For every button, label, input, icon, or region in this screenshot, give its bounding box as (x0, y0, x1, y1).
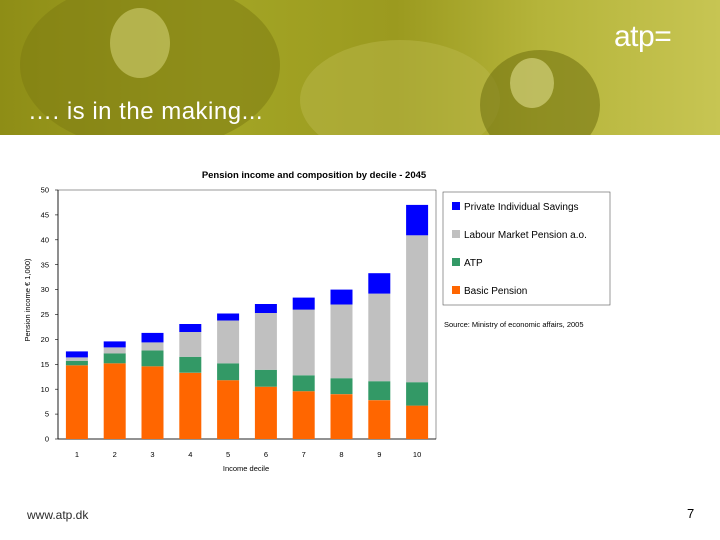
bar-segment (141, 366, 164, 439)
bar-segment (330, 304, 353, 379)
y-axis: 0 5 10 15 20 25 30 35 40 45 50 (41, 186, 58, 444)
bar-segment (217, 363, 240, 381)
bar-segment (330, 378, 353, 395)
x-tick-label: 2 (113, 450, 117, 459)
bar-segment (103, 347, 126, 354)
source-note: Source: Ministry of economic affairs, 20… (444, 320, 584, 329)
bar-segment (254, 386, 277, 439)
bar-segment (406, 382, 429, 406)
legend-box (442, 191, 611, 306)
bar-segment (217, 320, 240, 364)
legend-swatch (452, 258, 460, 266)
bar-segment (103, 341, 126, 348)
chart-title: Pension income and composition by decile… (202, 170, 427, 181)
bar-segment (65, 360, 88, 366)
photo-shape (300, 40, 500, 135)
x-tick-label: 4 (188, 450, 192, 459)
y-tick-label: 45 (41, 211, 49, 220)
legend-label: Basic Pension (464, 286, 527, 297)
x-axis-label: Income decile (223, 464, 269, 473)
y-tick-label: 30 (41, 285, 49, 294)
bar-segment (254, 304, 277, 313)
bar-segment (330, 394, 353, 439)
y-tick-label: 0 (45, 435, 49, 444)
bar-segment (406, 204, 429, 236)
page-number: 7 (687, 506, 695, 521)
y-tick-label: 35 (41, 260, 49, 269)
y-tick-label: 5 (45, 410, 49, 419)
bar-segment (292, 391, 315, 439)
x-tick-label: 8 (339, 450, 343, 459)
legend: Private Individual Savings Labour Market … (452, 202, 587, 297)
bar-segment (368, 273, 391, 294)
bar-segment (179, 372, 202, 439)
bars (65, 204, 429, 439)
y-tick-label: 10 (41, 385, 49, 394)
legend-swatch (452, 286, 460, 294)
bar-segment (179, 331, 202, 357)
legend-swatch (452, 230, 460, 238)
bar-segment (103, 363, 126, 439)
bar-segment (254, 369, 277, 387)
y-axis-label: Pension income € 1,000) (23, 258, 32, 341)
bar-segment (330, 289, 353, 305)
bar-segment (368, 381, 391, 401)
y-tick-label: 50 (41, 186, 49, 195)
y-tick-label: 40 (41, 235, 49, 244)
bar-segment (65, 351, 88, 358)
bar-segment (217, 380, 240, 439)
plot-area (57, 189, 437, 440)
legend-swatch (452, 202, 460, 210)
bar-segment (292, 297, 315, 310)
bar-segment (368, 400, 391, 439)
x-tick-label: 7 (302, 450, 306, 459)
bar-segment (368, 293, 391, 382)
x-tick-label: 1 (75, 450, 79, 459)
y-tick-label: 20 (41, 335, 49, 344)
bar-segment (179, 324, 202, 332)
bar-segment (65, 365, 88, 439)
website-link[interactable]: www.atp.dk (27, 508, 89, 522)
bar-segment (141, 342, 164, 351)
x-tick-label: 9 (377, 450, 381, 459)
x-tick-label: 6 (264, 450, 268, 459)
x-tick-label: 10 (413, 450, 421, 459)
y-tick-label: 25 (41, 310, 49, 319)
atp-logo: atp= (614, 20, 672, 53)
bar-segment (179, 356, 202, 373)
legend-label: ATP (464, 258, 483, 269)
x-tick-label: 5 (226, 450, 230, 459)
bar-segment (254, 313, 277, 370)
legend-label: Labour Market Pension a.o. (464, 230, 587, 241)
bar-segment (141, 332, 164, 343)
x-tick-label: 3 (150, 450, 154, 459)
y-tick-label: 15 (41, 360, 49, 369)
bar-segment (406, 235, 429, 383)
legend-label: Private Individual Savings (464, 202, 579, 213)
bar-segment (292, 375, 315, 392)
header-banner: …. is in the making... atp= (0, 0, 720, 135)
bar-segment (292, 309, 315, 376)
photo-shape (110, 8, 170, 78)
bar-segment (406, 405, 429, 439)
photo-shape (510, 58, 554, 108)
bar-segment (103, 353, 126, 364)
pension-chart: Pension income and composition by decile… (23, 170, 611, 473)
page-title: …. is in the making... (28, 98, 264, 125)
bar-segment (141, 350, 164, 367)
bar-segment (65, 357, 88, 361)
bar-segment (217, 313, 240, 321)
x-axis: 1 2 3 4 5 6 7 8 9 10 (75, 450, 421, 459)
